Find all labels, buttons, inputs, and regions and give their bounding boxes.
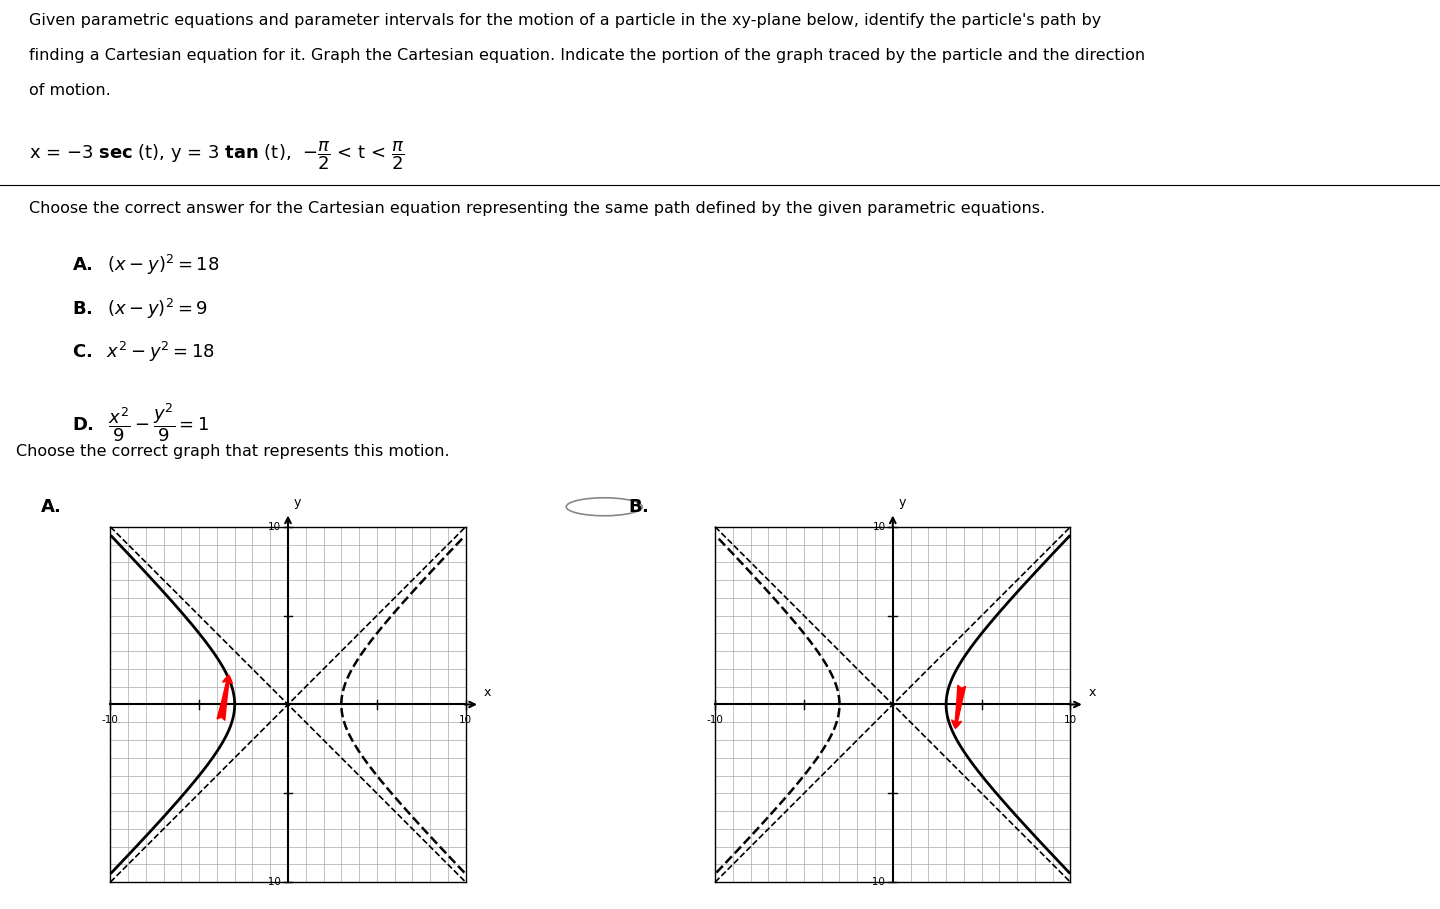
Text: -10: -10 — [868, 877, 886, 887]
Text: Choose the correct answer for the Cartesian equation representing the same path : Choose the correct answer for the Cartes… — [29, 201, 1045, 215]
Text: 10: 10 — [873, 522, 886, 532]
Text: y: y — [899, 496, 906, 509]
Text: of motion.: of motion. — [29, 83, 111, 98]
Text: Choose the correct graph that represents this motion.: Choose the correct graph that represents… — [16, 444, 449, 459]
Text: $\mathbf{C.}$  $x^2 - y^2 = 18$: $\mathbf{C.}$ $x^2 - y^2 = 18$ — [72, 340, 215, 365]
Text: Given parametric equations and parameter intervals for the motion of a particle : Given parametric equations and parameter… — [29, 13, 1102, 28]
Text: $\mathbf{B.}$  $(x-y)^2 = 9$: $\mathbf{B.}$ $(x-y)^2 = 9$ — [72, 296, 207, 321]
Text: y: y — [294, 496, 301, 509]
Text: -10: -10 — [264, 877, 281, 887]
Text: -10: -10 — [102, 715, 118, 725]
Text: 10: 10 — [1064, 715, 1077, 725]
Text: x: x — [1089, 686, 1096, 699]
Text: 10: 10 — [459, 715, 472, 725]
Text: x: x — [484, 686, 491, 699]
Text: finding a Cartesian equation for it. Graph the Cartesian equation. Indicate the : finding a Cartesian equation for it. Gra… — [29, 48, 1145, 63]
Text: $\mathbf{D.}$  $\dfrac{x^2}{9} - \dfrac{y^2}{9} = 1$: $\mathbf{D.}$ $\dfrac{x^2}{9} - \dfrac{y… — [72, 402, 209, 445]
Text: x = $-$3 $\mathbf{sec}$ (t), y = 3 $\mathbf{tan}$ (t),  $-\dfrac{\pi}{2}$ < t < : x = $-$3 $\mathbf{sec}$ (t), y = 3 $\mat… — [29, 140, 405, 173]
Text: 10: 10 — [268, 522, 281, 532]
Text: $\mathbf{B.}$: $\mathbf{B.}$ — [628, 498, 649, 515]
Text: $\mathbf{A.}$  $(x-y)^2 = 18$: $\mathbf{A.}$ $(x-y)^2 = 18$ — [72, 253, 220, 277]
Text: -10: -10 — [707, 715, 723, 725]
Text: $\mathbf{A.}$: $\mathbf{A.}$ — [40, 498, 62, 515]
